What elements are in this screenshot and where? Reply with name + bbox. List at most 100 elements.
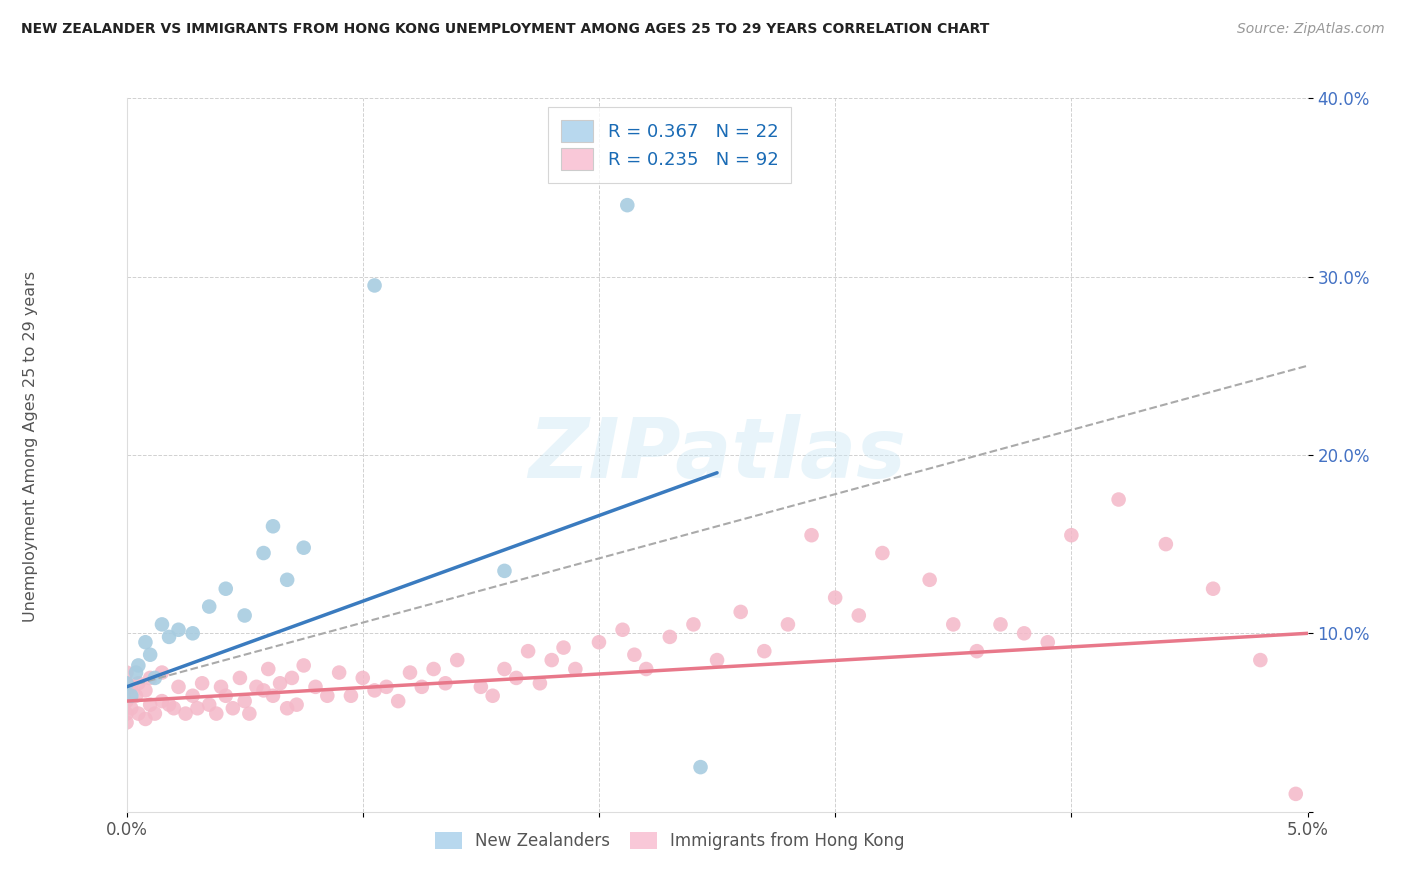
- Point: [252, 546, 274, 560]
- Point: [139, 698, 162, 712]
- Point: [257, 662, 280, 676]
- Point: [115, 683, 138, 698]
- Point: [120, 701, 142, 715]
- Point: [269, 676, 291, 690]
- Point: [262, 519, 284, 533]
- Point: [754, 644, 776, 658]
- Point: [181, 689, 204, 703]
- Point: [1060, 528, 1083, 542]
- Point: [304, 680, 326, 694]
- Point: [800, 528, 823, 542]
- Text: NEW ZEALANDER VS IMMIGRANTS FROM HONG KONG UNEMPLOYMENT AMONG AGES 25 TO 29 YEAR: NEW ZEALANDER VS IMMIGRANTS FROM HONG KO…: [21, 22, 990, 37]
- Point: [222, 701, 245, 715]
- Point: [942, 617, 965, 632]
- Point: [181, 626, 204, 640]
- Point: [174, 706, 197, 721]
- Point: [517, 644, 540, 658]
- Point: [139, 648, 162, 662]
- Point: [285, 698, 308, 712]
- Point: [363, 683, 385, 698]
- Point: [245, 680, 267, 694]
- Point: [411, 680, 433, 694]
- Point: [363, 278, 385, 293]
- Point: [134, 683, 156, 698]
- Point: [1012, 626, 1035, 640]
- Point: [399, 665, 422, 680]
- Point: [494, 662, 516, 676]
- Point: [588, 635, 610, 649]
- Point: [252, 683, 274, 698]
- Point: [292, 541, 315, 555]
- Point: [328, 665, 350, 680]
- Point: [872, 546, 894, 560]
- Point: [375, 680, 398, 694]
- Point: [446, 653, 468, 667]
- Point: [281, 671, 304, 685]
- Point: [494, 564, 516, 578]
- Point: [139, 671, 162, 685]
- Point: [434, 676, 457, 690]
- Point: [1154, 537, 1177, 551]
- Point: [205, 706, 228, 721]
- Point: [115, 694, 138, 708]
- Point: [776, 617, 799, 632]
- Point: [990, 617, 1012, 632]
- Point: [186, 701, 208, 715]
- Point: [134, 635, 156, 649]
- Point: [564, 662, 586, 676]
- Point: [422, 662, 444, 676]
- Point: [238, 706, 260, 721]
- Point: [730, 605, 752, 619]
- Point: [1036, 635, 1059, 649]
- Text: Unemployment Among Ages 25 to 29 years: Unemployment Among Ages 25 to 29 years: [24, 270, 38, 622]
- Point: [1249, 653, 1271, 667]
- Point: [125, 665, 148, 680]
- Point: [276, 701, 298, 715]
- Point: [233, 608, 256, 623]
- Point: [150, 694, 173, 708]
- Point: [1108, 492, 1130, 507]
- Point: [143, 706, 166, 721]
- Point: [198, 698, 221, 712]
- Point: [612, 623, 634, 637]
- Point: [387, 694, 409, 708]
- Point: [623, 648, 645, 662]
- Point: [682, 617, 704, 632]
- Point: [481, 689, 503, 703]
- Legend: New Zealanders, Immigrants from Hong Kong: New Zealanders, Immigrants from Hong Kon…: [429, 825, 911, 857]
- Point: [352, 671, 374, 685]
- Point: [134, 712, 156, 726]
- Point: [848, 608, 870, 623]
- Point: [215, 689, 238, 703]
- Point: [191, 676, 214, 690]
- Point: [198, 599, 221, 614]
- Point: [540, 653, 562, 667]
- Point: [505, 671, 527, 685]
- Point: [1285, 787, 1308, 801]
- Point: [120, 689, 142, 703]
- Point: [470, 680, 492, 694]
- Point: [689, 760, 711, 774]
- Point: [616, 198, 638, 212]
- Point: [125, 689, 148, 703]
- Point: [167, 680, 190, 694]
- Point: [215, 582, 238, 596]
- Point: [157, 630, 180, 644]
- Point: [292, 658, 315, 673]
- Point: [209, 680, 232, 694]
- Point: [150, 617, 173, 632]
- Point: [918, 573, 941, 587]
- Point: [127, 658, 149, 673]
- Point: [1308, 599, 1330, 614]
- Point: [115, 676, 138, 690]
- Point: [262, 689, 284, 703]
- Text: ZIPatlas: ZIPatlas: [529, 415, 905, 495]
- Point: [115, 676, 138, 690]
- Point: [966, 644, 988, 658]
- Point: [276, 573, 298, 587]
- Point: [127, 706, 149, 721]
- Point: [115, 715, 138, 730]
- Point: [1202, 582, 1225, 596]
- Point: [529, 676, 551, 690]
- Point: [120, 680, 142, 694]
